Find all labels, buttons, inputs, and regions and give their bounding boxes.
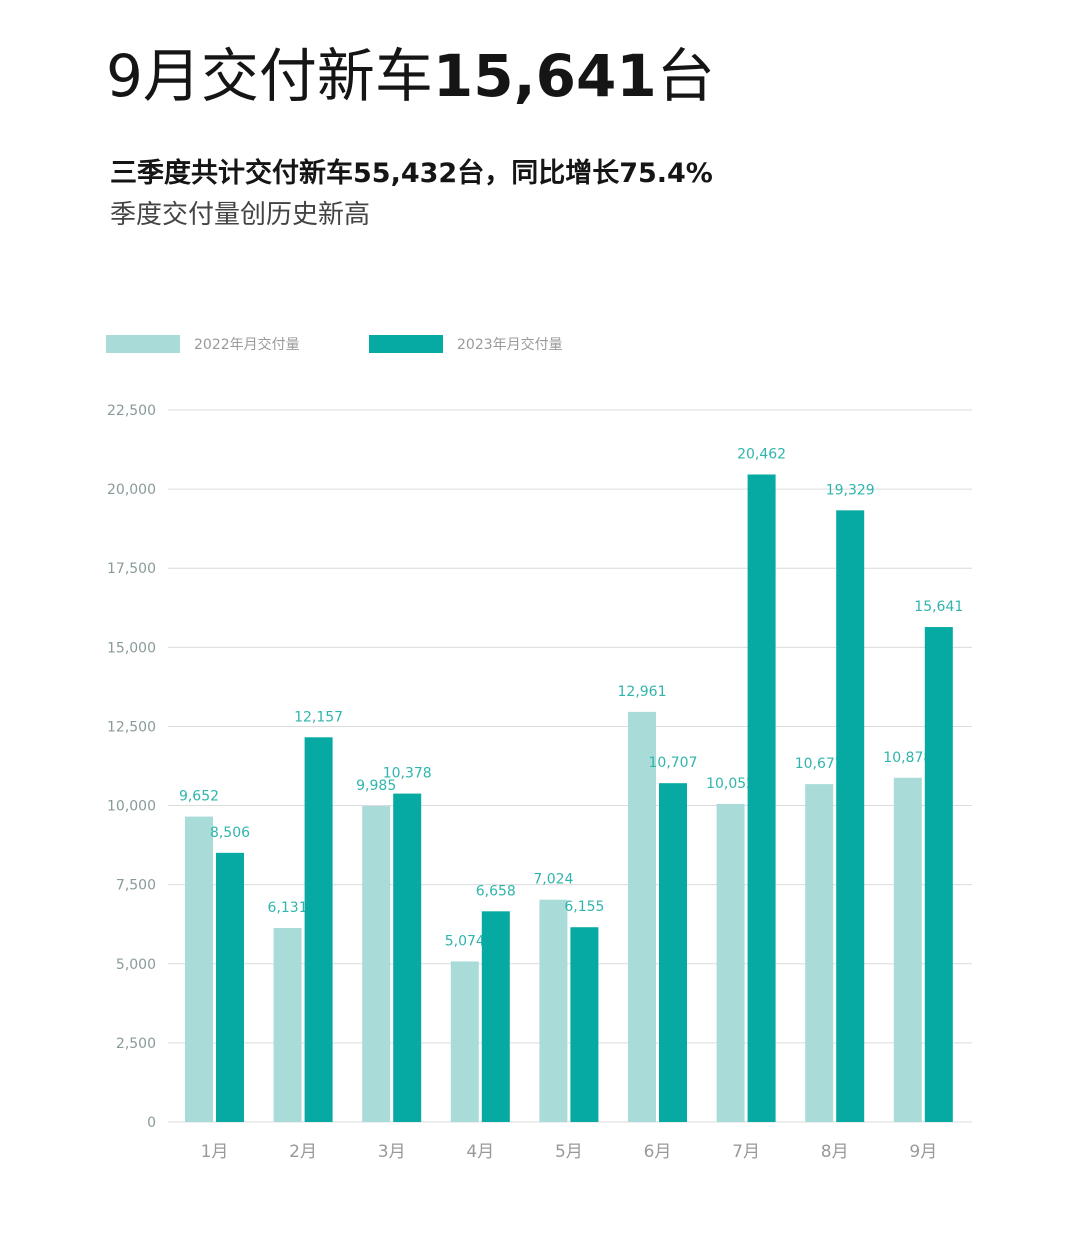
bar-2023 <box>570 927 599 1122</box>
data-label: 12,961 <box>618 684 667 700</box>
bar-2022 <box>185 816 213 1122</box>
data-label: 5,074 <box>445 933 485 949</box>
data-label: 8,506 <box>210 825 250 841</box>
data-label: 7,024 <box>533 872 573 888</box>
bar-2023 <box>924 627 953 1122</box>
x-category-label: 9月 <box>909 1142 937 1162</box>
data-label: 15,641 <box>914 599 963 615</box>
legend-swatch-2023 <box>369 335 443 353</box>
bar-2023 <box>393 793 422 1122</box>
data-label: 12,157 <box>294 709 343 725</box>
y-tick-label: 17,500 <box>107 561 156 577</box>
data-label: 10,378 <box>383 766 432 782</box>
x-category-label: 1月 <box>201 1142 229 1162</box>
legend-label-2022: 2022年月交付量 <box>194 337 300 353</box>
data-label: 6,155 <box>564 899 604 915</box>
bar-2023 <box>304 737 333 1122</box>
headline-number: 15,641 <box>432 42 657 110</box>
x-category-label: 2月 <box>289 1142 317 1162</box>
data-label: 10,707 <box>649 755 698 771</box>
data-label: 19,329 <box>826 482 875 498</box>
data-label: 9,985 <box>356 778 396 794</box>
bar-2023 <box>659 783 687 1122</box>
data-label: 10,677 <box>795 756 844 772</box>
x-category-label: 3月 <box>378 1142 406 1162</box>
x-category-label: 4月 <box>466 1142 494 1162</box>
bar-2022 <box>805 784 834 1122</box>
y-tick-label: 22,500 <box>107 403 156 419</box>
y-tick-label: 2,500 <box>116 1036 156 1052</box>
legend-swatch-2022 <box>106 335 180 353</box>
headline: 9月交付新车15,641台 <box>106 40 715 112</box>
subtitle-bold: 三季度共计交付新车55,432台，同比增长75.4% <box>110 158 713 189</box>
y-tick-label: 12,500 <box>107 719 156 735</box>
bar-2022 <box>628 711 656 1122</box>
headline-suffix: 台 <box>656 42 715 110</box>
data-label: 10,878 <box>883 750 932 766</box>
y-tick-label: 7,500 <box>116 878 156 894</box>
subtitle-light: 季度交付量创历史新高 <box>110 200 371 230</box>
bar-2022 <box>716 803 745 1122</box>
bar-2023 <box>216 852 244 1122</box>
x-category-label: 6月 <box>644 1142 672 1162</box>
headline-prefix: 9月交付新车 <box>106 42 433 110</box>
legend-label-2023: 2023年月交付量 <box>457 337 563 353</box>
bar-2022 <box>362 806 391 1122</box>
bar-2022 <box>450 961 479 1122</box>
data-label: 20,462 <box>737 446 786 462</box>
y-tick-label: 5,000 <box>116 957 156 973</box>
y-tick-label: 15,000 <box>107 640 156 656</box>
legend-item-2022: 2022年月交付量 <box>106 334 300 354</box>
x-category-label: 7月 <box>732 1142 760 1162</box>
x-category-label: 5月 <box>555 1142 583 1162</box>
legend-item-2023: 2023年月交付量 <box>369 334 563 354</box>
data-label: 6,658 <box>476 883 516 899</box>
x-category-label: 8月 <box>821 1142 849 1162</box>
y-tick-label: 10,000 <box>107 799 156 815</box>
bar-2023 <box>481 911 510 1122</box>
y-tick-label: 0 <box>147 1115 156 1131</box>
bar-2023 <box>836 510 865 1122</box>
bar-2022 <box>539 899 568 1122</box>
data-label: 9,652 <box>179 789 219 805</box>
bar-2023 <box>747 474 776 1123</box>
y-tick-label: 20,000 <box>107 482 156 498</box>
bar-2022 <box>893 777 922 1122</box>
data-label: 6,131 <box>268 900 308 916</box>
bar-2022 <box>273 927 302 1122</box>
data-label: 10,052 <box>706 776 755 792</box>
